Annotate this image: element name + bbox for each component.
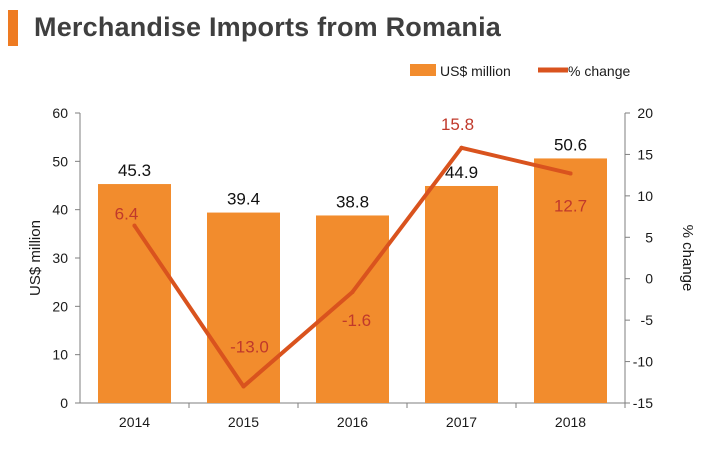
bar-value-label-2017: 44.9 (445, 163, 478, 182)
legend-label-line: % change (568, 63, 630, 79)
pct-change-label-2017: 15.8 (441, 115, 474, 134)
pct-change-point-2017 (459, 145, 464, 150)
pct-change-point-2014 (132, 223, 137, 228)
pct-change-label-2016: -1.6 (342, 311, 371, 330)
x-tick-label-2017: 2017 (446, 414, 477, 430)
bar-2018 (534, 158, 607, 403)
x-tick-label-2014: 2014 (119, 414, 150, 430)
title-accent-bar (8, 10, 18, 46)
bar-2017 (425, 185, 498, 403)
bar-2014 (98, 184, 171, 403)
y-left-tick-label: 30 (52, 250, 68, 266)
y-left-tick-label: 40 (52, 202, 68, 218)
x-tick-label-2016: 2016 (337, 414, 368, 430)
bar-value-label-2014: 45.3 (118, 161, 151, 180)
y-left-tick-label: 50 (52, 153, 68, 169)
y-axis-right-title: % change (679, 225, 696, 292)
pct-change-point-2018 (568, 171, 573, 176)
bar-2016 (316, 215, 389, 403)
pct-change-point-2016 (350, 289, 355, 294)
y-right-tick-label: -15 (633, 395, 653, 411)
y-axis-left-title: US$ million (27, 220, 44, 296)
chart-title: Merchandise Imports from Romania (34, 12, 501, 42)
pct-change-label-2018: 12.7 (554, 196, 587, 215)
y-right-tick-label: 5 (645, 229, 653, 245)
y-right-tick-label: 0 (645, 271, 653, 287)
x-tick-label-2015: 2015 (228, 414, 259, 430)
y-right-tick-label: 15 (637, 146, 653, 162)
legend-label-bar: US$ million (440, 63, 511, 79)
bar-2015 (207, 212, 280, 403)
y-right-tick-label: -10 (633, 354, 653, 370)
y-right-tick-label: 10 (637, 188, 653, 204)
x-tick-label-2018: 2018 (555, 414, 586, 430)
bar-value-label-2018: 50.6 (554, 135, 587, 154)
y-right-tick-label: 20 (637, 105, 653, 121)
legend-swatch-bar (410, 64, 436, 76)
y-left-tick-label: 60 (52, 105, 68, 121)
y-left-tick-label: 10 (52, 347, 68, 363)
pct-change-label-2014: 6.4 (115, 205, 139, 224)
bar-value-label-2016: 38.8 (336, 192, 369, 211)
pct-change-label-2015: -13.0 (230, 337, 269, 356)
pct-change-point-2015 (241, 384, 246, 389)
y-left-tick-label: 0 (60, 395, 68, 411)
y-left-tick-label: 20 (52, 298, 68, 314)
bar-value-label-2015: 39.4 (227, 190, 260, 209)
y-right-tick-label: -5 (641, 312, 654, 328)
legend: US$ million % change (410, 63, 630, 79)
